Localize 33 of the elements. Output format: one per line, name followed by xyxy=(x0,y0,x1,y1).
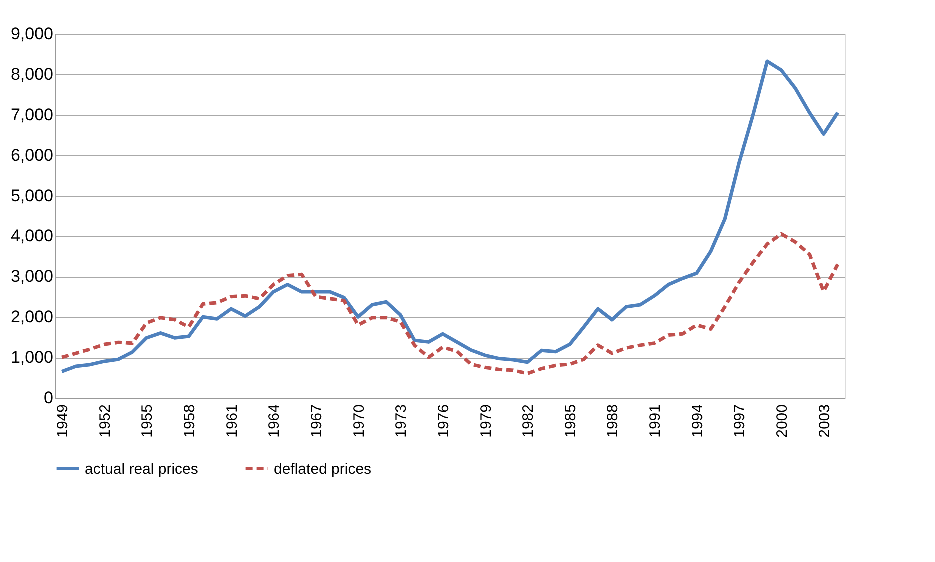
x-tick-label: 2003 xyxy=(816,404,834,438)
x-tick-label: 1994 xyxy=(689,404,706,438)
y-tick-label: 4,000 xyxy=(10,226,54,246)
y-tick-label: 0 xyxy=(44,388,54,408)
x-tick-label: 1997 xyxy=(732,404,749,438)
x-tick-label: 1958 xyxy=(182,404,199,438)
x-tick-label: 1967 xyxy=(308,404,326,438)
y-tick-label: 2,000 xyxy=(10,308,54,327)
y-tick-label: 6,000 xyxy=(10,146,54,165)
y-tick-label: 3,000 xyxy=(10,267,54,286)
x-tick-label: 1970 xyxy=(350,404,368,438)
x-tick-label: 1955 xyxy=(139,404,156,438)
y-tick-label: 7,000 xyxy=(10,105,54,124)
x-tick-label: 1991 xyxy=(647,404,664,438)
line-series xyxy=(60,232,840,376)
line-series xyxy=(60,60,840,374)
x-tick-label: 2000 xyxy=(774,404,792,438)
legend-label: deflated prices xyxy=(274,461,372,478)
x-tick-label: 1985 xyxy=(562,404,580,438)
x-tick-label: 1982 xyxy=(520,404,538,438)
x-tick-label: 1979 xyxy=(478,404,495,438)
x-tick-label: 1988 xyxy=(604,404,622,438)
legend-label: actual real prices xyxy=(85,461,198,478)
y-tick-label: 8,000 xyxy=(10,64,54,84)
y-tick-label: 5,000 xyxy=(10,186,54,206)
y-tick-label: 9,000 xyxy=(10,24,54,44)
x-tick-label: 1973 xyxy=(393,404,410,438)
x-tick-label: 1976 xyxy=(435,404,452,438)
x-tick-label: 1952 xyxy=(96,404,114,438)
x-tick-label: 1949 xyxy=(54,404,72,438)
x-tick-label: 1964 xyxy=(266,404,284,438)
y-tick-label: 1,000 xyxy=(10,348,54,368)
x-tick-label: 1961 xyxy=(224,404,241,438)
